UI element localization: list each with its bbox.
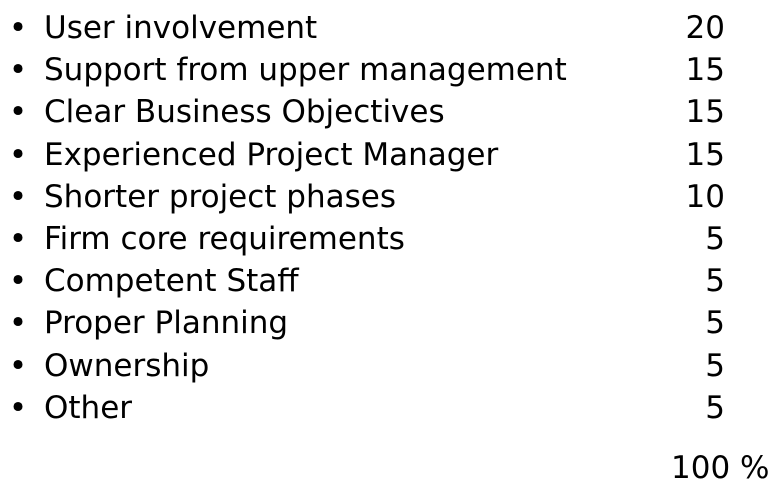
item-label: Firm core requirements (44, 220, 405, 257)
bullet-icon: • (8, 389, 28, 426)
item-label: Clear Business Objectives (44, 94, 445, 131)
item-label: Other (44, 389, 133, 426)
item-value: 15 (685, 94, 725, 131)
bullet-icon: • (8, 305, 28, 342)
item-value: 5 (705, 263, 725, 300)
factor-list: • User involvement 20 • Support from upp… (0, 7, 779, 429)
list-item: • Support from upper management 15 (0, 49, 779, 91)
item-value: 10 (685, 178, 725, 215)
bullet-icon: • (8, 136, 28, 173)
bullet-icon: • (8, 178, 28, 215)
list-item: • Ownership 5 (0, 345, 779, 387)
list-item: • User involvement 20 (0, 7, 779, 49)
item-value: 5 (705, 389, 725, 426)
list-item: • Experienced Project Manager 15 (0, 134, 779, 176)
list-item: • Proper Planning 5 (0, 302, 779, 344)
bullet-icon: • (8, 10, 28, 46)
list-item: • Shorter project phases 10 (0, 176, 779, 218)
item-label: Shorter project phases (44, 178, 397, 215)
item-label: User involvement (44, 10, 318, 46)
bullet-icon: • (8, 52, 28, 89)
list-item: • Other 5 (0, 387, 779, 429)
item-label: Ownership (44, 347, 210, 384)
item-value: 15 (685, 52, 725, 89)
list-item: • Clear Business Objectives 15 (0, 91, 779, 133)
item-value: 5 (705, 220, 725, 257)
list-item: • Firm core requirements 5 (0, 218, 779, 260)
item-label: Support from upper management (44, 52, 567, 89)
total-value: 100 % (671, 450, 770, 486)
item-label: Competent Staff (44, 263, 299, 300)
list-item: • Competent Staff 5 (0, 260, 779, 302)
item-value: 20 (685, 10, 725, 46)
bullet-icon: • (8, 263, 28, 300)
item-value: 5 (705, 347, 725, 384)
item-value: 15 (685, 136, 725, 173)
bullet-icon: • (8, 347, 28, 384)
bullet-icon: • (8, 220, 28, 257)
bullet-icon: • (8, 94, 28, 131)
item-value: 5 (705, 305, 725, 342)
item-label: Experienced Project Manager (44, 136, 499, 173)
item-label: Proper Planning (44, 305, 289, 342)
